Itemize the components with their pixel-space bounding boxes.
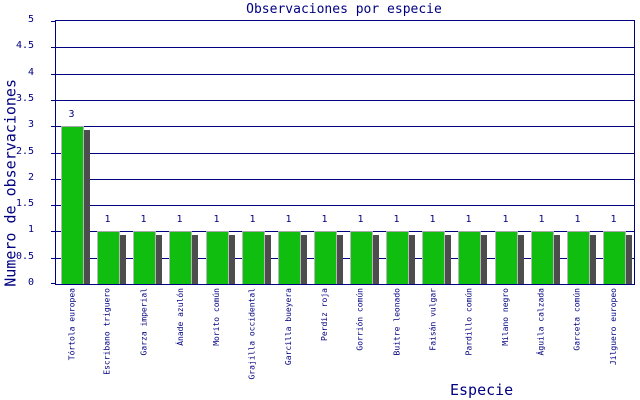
bar-value-label: 1 <box>249 214 256 225</box>
bar-shadow <box>445 235 451 284</box>
bar-shadow <box>626 235 632 284</box>
category-label: Buitre leonado <box>392 288 402 356</box>
bar-value-label: 1 <box>538 214 545 225</box>
gridline <box>51 153 634 154</box>
bar-shadow <box>156 235 162 284</box>
category-label: Pardillo común <box>464 288 474 356</box>
category-label: Escribano triguero <box>103 288 113 375</box>
category-label: Garceta común <box>572 288 582 351</box>
bar-4 <box>169 231 192 284</box>
category-label: Tórtola europea <box>67 288 76 361</box>
bar-shadow <box>481 235 487 284</box>
category-label: Perdiz roja <box>319 288 329 341</box>
gridline <box>51 47 634 48</box>
bar-value-label: 1 <box>429 214 436 225</box>
bar-shadow <box>120 235 126 284</box>
category-label: Gorrión común <box>356 288 365 351</box>
y-tick-label: 2 <box>27 171 34 183</box>
y-tick-label: 0.5 <box>15 250 34 262</box>
axis-tick <box>51 21 56 22</box>
bar-9 <box>350 231 373 284</box>
bar-12 <box>458 231 481 284</box>
bar-2 <box>97 231 120 284</box>
gridline <box>51 205 634 206</box>
category-label: Garcilla bueyera <box>283 288 293 366</box>
y-tick-label: 4.5 <box>15 40 34 52</box>
bar-shadow <box>554 235 560 284</box>
bar-1 <box>61 126 84 284</box>
axis-tick <box>51 283 56 284</box>
category-label: Milano negro <box>500 288 510 346</box>
bar-16 <box>603 231 626 284</box>
category-label: Jilguero europeo <box>608 288 618 366</box>
bar-shadow <box>373 235 379 284</box>
y-tick-label: 5 <box>27 14 34 25</box>
bar-value-label: 1 <box>502 214 509 225</box>
bar-value-label: 1 <box>357 214 364 225</box>
gridline <box>51 100 634 101</box>
bar-shadow <box>84 130 90 284</box>
y-tick-label: 4 <box>27 66 34 78</box>
y-tick-label: 0 <box>27 277 34 288</box>
gridline <box>51 179 634 180</box>
bar-14 <box>531 231 554 284</box>
bar-10 <box>386 231 409 284</box>
gridline <box>51 74 634 75</box>
category-label: Águila calzada <box>536 288 546 356</box>
bar-value-label: 1 <box>104 214 111 225</box>
bar-shadow <box>337 235 343 284</box>
plot-area <box>51 20 635 285</box>
gridline <box>51 231 634 232</box>
bar-6 <box>242 231 265 284</box>
bar-shadow <box>409 235 415 284</box>
bar-value-label: 1 <box>610 214 617 225</box>
category-label: Garza imperial <box>139 288 149 356</box>
bar-shadow <box>229 235 235 284</box>
y-tick-label: 1.5 <box>15 198 34 210</box>
chart-title: Observaciones por especie <box>246 2 442 17</box>
bar-value-label: 1 <box>393 214 400 225</box>
bar-shadow <box>265 235 271 284</box>
bar-13 <box>495 231 518 284</box>
bar-value-label: 1 <box>140 214 147 225</box>
y-tick-label: 1 <box>27 224 34 236</box>
bar-11 <box>422 231 445 284</box>
bar-8 <box>314 231 337 284</box>
y-tick-label: 3.5 <box>15 92 34 104</box>
bar-shadow <box>192 235 198 284</box>
bar-shadow <box>301 235 307 284</box>
bar-value-label: 1 <box>574 214 581 225</box>
y-tick-label: 2.5 <box>15 145 34 157</box>
bar-value-label: 1 <box>213 214 220 225</box>
bar-3 <box>133 231 156 284</box>
x-axis-title: Especie <box>450 381 514 399</box>
bar-value-label: 1 <box>465 214 472 225</box>
y-tick-label: 3 <box>27 119 34 131</box>
bar-value-label: 1 <box>321 214 328 225</box>
bar-5 <box>206 231 229 284</box>
category-label: Ánade azulón <box>175 288 185 346</box>
bar-value-label: 1 <box>285 214 292 225</box>
bar-7 <box>278 231 301 284</box>
bar-15 <box>567 231 590 284</box>
gridline <box>51 126 634 127</box>
bar-shadow <box>590 235 596 284</box>
category-label: Faisán vulgar <box>428 288 438 351</box>
bar-shadow <box>518 235 524 284</box>
bar-value-label: 1 <box>176 214 183 225</box>
category-label: Morito común <box>211 288 221 346</box>
category-label: Grajilla occidental <box>247 288 257 380</box>
bar-value-label: 3 <box>68 109 75 120</box>
